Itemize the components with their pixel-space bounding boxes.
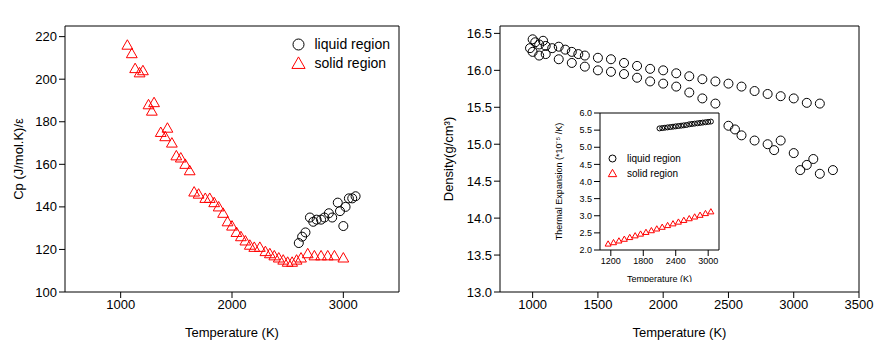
svg-text:Thermal Expansion (*10⁻⁵ /K): Thermal Expansion (*10⁻⁵ /K) (554, 123, 564, 240)
svg-text:220: 220 (35, 29, 57, 44)
svg-text:1000: 1000 (518, 297, 547, 312)
svg-text:5.0: 5.0 (579, 142, 592, 152)
svg-text:6.0: 6.0 (579, 108, 592, 118)
svg-text:16.0: 16.0 (467, 63, 492, 78)
svg-text:3000: 3000 (698, 256, 718, 266)
svg-text:2500: 2500 (714, 297, 743, 312)
html-text:solid region: solid region (627, 167, 679, 179)
svg-text:3500: 3500 (845, 297, 874, 312)
html-text:liquid region: liquid region (314, 36, 390, 52)
svg-text:Density(g/cm³): Density(g/cm³) (441, 117, 456, 202)
svg-text:4.0: 4.0 (579, 177, 592, 187)
svg-text:5.5: 5.5 (579, 125, 592, 135)
svg-text:120: 120 (35, 242, 57, 257)
svg-text:4.5: 4.5 (579, 160, 592, 170)
svg-text:Temperature (K): Temperature (K) (627, 274, 692, 282)
html-text:liquid region: liquid region (627, 152, 681, 164)
svg-text:15.0: 15.0 (467, 137, 492, 152)
svg-text:14.0: 14.0 (467, 211, 492, 226)
svg-text:2000: 2000 (218, 297, 247, 312)
svg-text:2.5: 2.5 (579, 228, 592, 238)
svg-text:16.5: 16.5 (467, 26, 492, 41)
svg-text:1000: 1000 (106, 297, 135, 312)
svg-text:2.0: 2.0 (579, 245, 592, 255)
svg-text:1200: 1200 (601, 256, 621, 266)
svg-text:3.0: 3.0 (579, 211, 592, 221)
svg-text:3000: 3000 (329, 297, 358, 312)
svg-text:160: 160 (35, 157, 57, 172)
svg-text:Cp (J/mol.K)/ε: Cp (J/mol.K)/ε (11, 118, 26, 200)
svg-text:Temperature (K): Temperature (K) (633, 325, 727, 340)
svg-text:140: 140 (35, 199, 57, 214)
svg-text:2000: 2000 (649, 297, 678, 312)
html-text:solid region: solid region (314, 55, 387, 71)
svg-text:100: 100 (35, 285, 57, 300)
svg-text:3.5: 3.5 (579, 194, 592, 204)
svg-text:2400: 2400 (666, 256, 686, 266)
svg-text:1800: 1800 (633, 256, 653, 266)
svg-text:1500: 1500 (583, 297, 612, 312)
svg-text:180: 180 (35, 114, 57, 129)
svg-text:15.5: 15.5 (467, 100, 492, 115)
svg-text:3000: 3000 (779, 297, 808, 312)
svg-text:13.0: 13.0 (467, 285, 492, 300)
svg-text:14.5: 14.5 (467, 174, 492, 189)
svg-text:200: 200 (35, 72, 57, 87)
svg-text:13.5: 13.5 (467, 248, 492, 263)
svg-text:Temperature (K): Temperature (K) (185, 325, 279, 340)
